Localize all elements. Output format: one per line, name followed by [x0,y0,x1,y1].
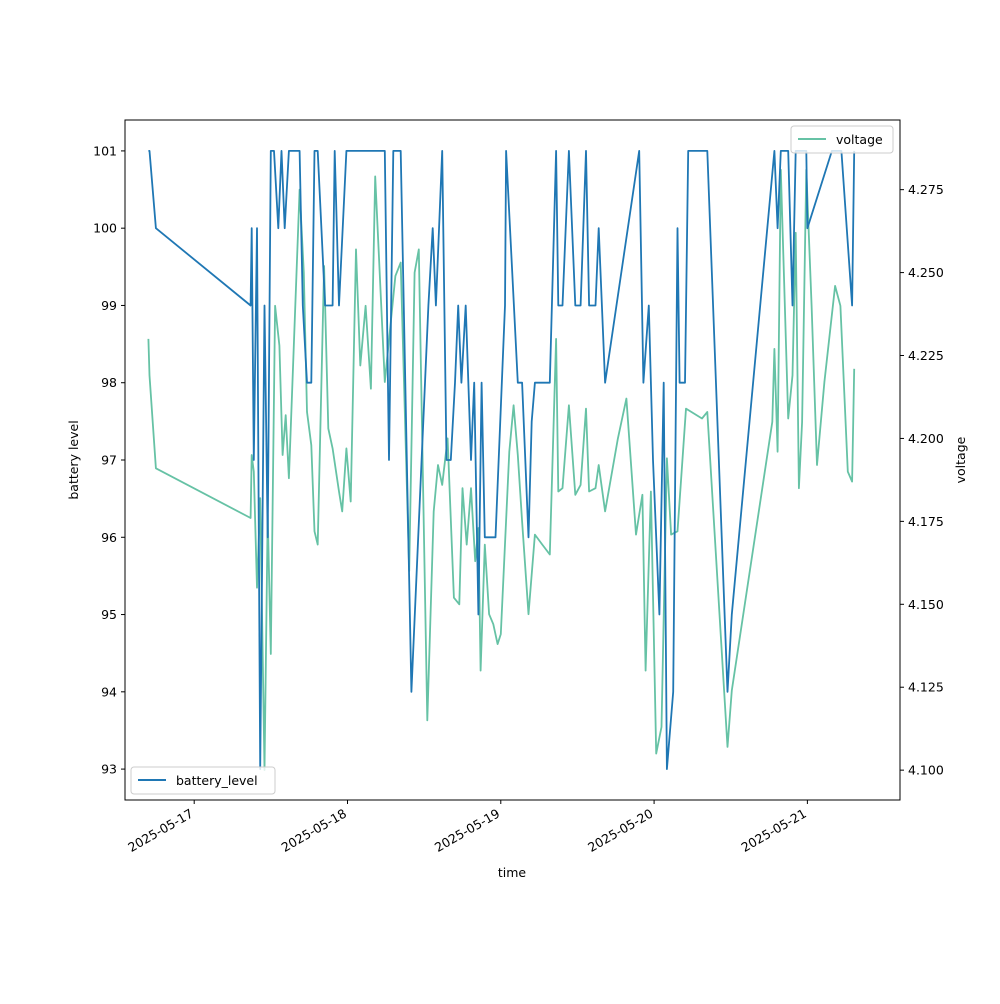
legend-voltage-label: voltage [836,132,883,147]
x-tick-label: 2025-05-21 [738,806,808,855]
series-line-voltage [147,168,856,771]
legend-voltage: voltage [790,125,894,154]
left-tick-label: 97 [101,453,117,468]
right-tick-label: 4.100 [908,763,944,778]
left-tick-label: 100 [93,221,117,236]
series-line-battery-level [148,149,856,770]
right-tick-label: 4.150 [908,597,944,612]
left-tick-label: 94 [101,684,117,699]
right-axis-ticks: 4.100 4.125 4.150 4.175 4.200 4.225 4.250 4.275 [900,182,944,778]
right-tick-label: 4.275 [908,182,944,197]
legend-battery-level-box [130,766,276,795]
right-tick-label: 4.175 [908,514,944,529]
right-tick-label: 4.250 [908,265,944,280]
left-tick-label: 93 [101,762,117,777]
left-tick-label: 96 [101,530,117,545]
left-tick-label: 99 [101,298,117,313]
x-axis-ticks: 2025-05-17 2025-05-18 2025-05-19 2025-05-20… [125,800,809,855]
right-tick-label: 4.225 [908,348,944,363]
plot-series [147,149,856,771]
legend-battery-level-label: battery_level [176,773,258,788]
x-tick-label: 2025-05-19 [432,806,502,855]
left-axis-ticks: 93 94 95 96 97 98 99 100 101 [93,143,125,777]
left-tick-label: 95 [101,607,117,622]
right-tick-label: 4.200 [908,431,944,446]
x-tick-label: 2025-05-20 [585,806,655,855]
left-axis-label: battery level [66,420,81,499]
right-axis-label: voltage [953,436,968,483]
legend-battery-level: battery_level [130,766,276,795]
right-tick-label: 4.125 [908,680,944,695]
left-tick-label: 101 [93,143,117,158]
plot-frame [124,119,901,801]
x-axis-label: time [498,865,527,880]
legend-voltage-box [790,125,894,154]
x-tick-label: 2025-05-18 [279,806,349,855]
left-tick-label: 98 [101,375,117,390]
x-tick-label: 2025-05-17 [125,806,195,855]
